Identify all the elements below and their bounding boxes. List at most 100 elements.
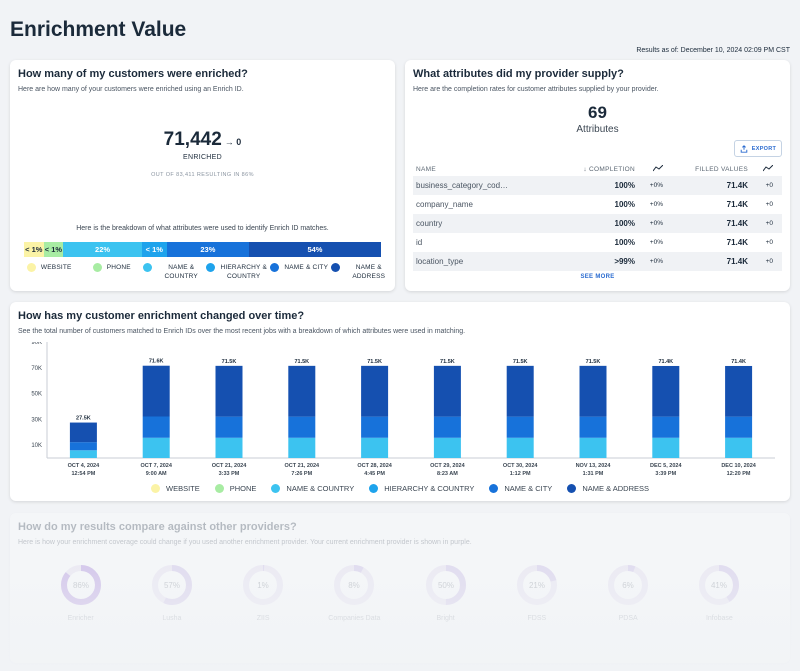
bar-segment[interactable] xyxy=(579,416,607,438)
match-breakdown-legend: WEBSITE PHONE NAME & COUNTRY HIERARCHY & CO… xyxy=(18,263,393,281)
results-timestamp: Results as of: December 10, 2024 02:09 P… xyxy=(636,47,790,54)
y-tick-label: 30K xyxy=(31,417,42,423)
bar-total-label: 71.5K xyxy=(222,359,237,365)
bar-segment[interactable] xyxy=(215,437,243,458)
attributes-card-subtitle: Here are the completion rates for custom… xyxy=(413,86,659,93)
breakdown-segment[interactable]: 22% xyxy=(63,242,142,257)
x-tick-date: OCT 28, 2024 xyxy=(357,463,392,469)
filled-trend-icon[interactable] xyxy=(748,164,776,174)
bar-total-label: 71.4K xyxy=(658,359,673,365)
legend-dot xyxy=(330,263,340,272)
bar-segment[interactable] xyxy=(506,416,534,438)
enrichment-over-time-chart: 10K 30K 50K 70K 90K 27.5K OCT 4, 2024 12:54 PM 7… xyxy=(31,342,775,477)
legend-item: NAME & COUNTRY xyxy=(143,263,206,281)
legend-item[interactable]: WEBSITE xyxy=(150,484,200,493)
bar-segment[interactable] xyxy=(725,365,753,417)
table-row[interactable]: company_name 100% +0% 71.4K +0 xyxy=(413,195,782,214)
bar-segment[interactable] xyxy=(361,365,389,417)
bar-segment[interactable] xyxy=(361,416,389,438)
bar-segment[interactable] xyxy=(69,442,97,451)
legend-item: WEBSITE xyxy=(18,263,81,281)
breakdown-segment[interactable]: < 1% xyxy=(24,242,44,257)
x-tick-time: 8:23 AM xyxy=(437,471,458,477)
legend-label: HIERARCHY & COUNTRY xyxy=(384,484,475,493)
bar-segment[interactable] xyxy=(652,365,680,417)
attribute-name: id xyxy=(416,238,423,247)
completion-trend-icon[interactable] xyxy=(635,164,664,174)
time-card-title: How has my customer enrichment changed o… xyxy=(18,310,305,322)
bar-total-label: 71.5K xyxy=(440,359,455,365)
x-tick-time: 3:33 PM xyxy=(219,471,240,477)
bar-segment[interactable] xyxy=(433,437,461,458)
over-time-legend: WEBSITE PHONE NAME & COUNTRY HIERARCHY & CO… xyxy=(10,484,790,493)
breakdown-segment[interactable]: 23% xyxy=(166,242,249,257)
table-row[interactable]: location_type >99% +0% 71.4K +0 xyxy=(413,252,782,271)
legend-item: NAME & ADDRESS xyxy=(330,263,394,281)
bar-segment[interactable] xyxy=(579,365,607,417)
x-tick-time: 1:12 PM xyxy=(510,471,531,477)
bar-segment[interactable] xyxy=(652,437,680,458)
bar-segment[interactable] xyxy=(69,450,97,458)
legend-label: PHONE xyxy=(106,264,131,271)
breakdown-segment[interactable]: < 1% xyxy=(43,242,64,257)
enriched-card-title: How many of my customers were enriched? xyxy=(18,68,248,80)
bar-segment[interactable] xyxy=(142,365,170,417)
breakdown-segment[interactable]: < 1% xyxy=(141,242,167,257)
bar-segment[interactable] xyxy=(215,416,243,438)
bar-segment[interactable] xyxy=(506,365,534,417)
filled-delta: +0 xyxy=(765,258,773,265)
bar-segment[interactable] xyxy=(506,437,534,458)
bar-segment[interactable] xyxy=(288,437,316,458)
legend-label: NAME & CITY xyxy=(284,264,329,271)
export-button[interactable]: EXPORT xyxy=(734,140,782,157)
bar-segment[interactable] xyxy=(142,416,170,438)
bar-segment[interactable] xyxy=(69,422,97,443)
completion-delta: +0% xyxy=(649,220,663,227)
attributes-table: NAME ↓ COMPLETION FILLED VALUES business… xyxy=(413,162,782,271)
column-name[interactable]: NAME xyxy=(416,165,436,173)
bar-segment[interactable] xyxy=(725,416,753,438)
legend-item[interactable]: HIERARCHY & COUNTRY xyxy=(369,484,474,493)
column-filled-values[interactable]: FILLED VALUES xyxy=(695,165,748,173)
x-tick-time: 9:00 AM xyxy=(146,471,167,477)
legend-dot xyxy=(369,484,379,493)
legend-item: NAME & CITY xyxy=(268,263,331,281)
legend-item[interactable]: NAME & ADDRESS xyxy=(567,484,649,493)
enriched-label: ENRICHED xyxy=(183,154,222,161)
filled-delta: +0 xyxy=(765,201,773,208)
enriched-delta: → 0 xyxy=(224,137,242,147)
x-tick-time: 4:45 PM xyxy=(364,471,385,477)
bar-segment[interactable] xyxy=(288,365,316,417)
table-row[interactable]: country 100% +0% 71.4K +0 xyxy=(413,214,782,233)
breakdown-segment[interactable]: 54% xyxy=(248,242,382,257)
completion-value: 100% xyxy=(614,219,635,228)
completion-delta: +0% xyxy=(649,258,663,265)
table-row[interactable]: business_category_cod… 100% +0% 71.4K +0 xyxy=(413,176,782,195)
table-row[interactable]: id 100% +0% 71.4K +0 xyxy=(413,233,782,252)
legend-label: NAME & COUNTRY xyxy=(286,484,355,493)
bar-segment[interactable] xyxy=(433,365,461,417)
bar-segment[interactable] xyxy=(652,416,680,438)
x-tick-date: OCT 30, 2024 xyxy=(503,463,538,469)
bar-segment[interactable] xyxy=(579,437,607,458)
x-tick-date: OCT 4, 2024 xyxy=(68,463,100,469)
bar-segment[interactable] xyxy=(142,437,170,458)
column-completion[interactable]: ↓ COMPLETION xyxy=(543,166,635,173)
bar-segment[interactable] xyxy=(725,437,753,458)
bar-segment[interactable] xyxy=(361,437,389,458)
legend-item[interactable]: NAME & CITY xyxy=(489,484,552,493)
legend-label: WEBSITE xyxy=(165,484,200,493)
x-tick-date: OCT 21, 2024 xyxy=(285,463,320,469)
enriched-count: 71,442 xyxy=(163,129,222,150)
x-tick-time: 7:26 PM xyxy=(291,471,312,477)
filled-value: 71.4K xyxy=(726,238,748,247)
filled-value: 71.4K xyxy=(726,200,748,209)
attribute-name: company_name xyxy=(416,200,473,209)
see-more-link[interactable]: SEE MORE xyxy=(580,274,615,280)
bar-segment[interactable] xyxy=(288,416,316,438)
legend-item[interactable]: PHONE xyxy=(214,484,256,493)
bar-segment[interactable] xyxy=(433,416,461,438)
bar-segment[interactable] xyxy=(215,365,243,417)
x-tick-time: 3:39 PM xyxy=(655,471,676,477)
legend-item[interactable]: NAME & COUNTRY xyxy=(271,484,354,493)
